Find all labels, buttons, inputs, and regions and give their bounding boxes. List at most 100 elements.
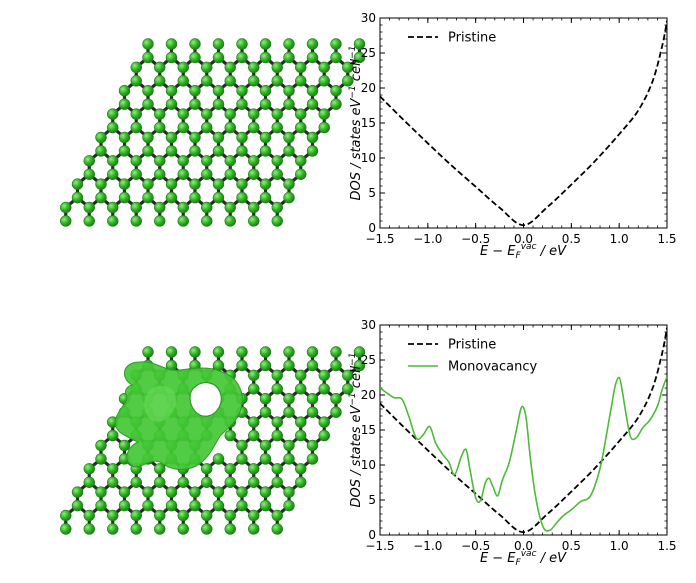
carbon-atom	[259, 499, 272, 512]
carbon-atom	[236, 499, 248, 512]
carbon-atom	[224, 168, 236, 180]
carbon-atom	[118, 98, 131, 110]
carbon-atom	[259, 85, 272, 97]
carbon-atom	[271, 75, 283, 87]
carbon-atom	[330, 85, 342, 97]
bonds	[64, 42, 362, 223]
carbon-atom	[318, 61, 330, 74]
carbon-atom	[177, 201, 189, 214]
carbon-atom	[248, 429, 260, 442]
carbon-atom	[165, 85, 178, 97]
carbon-atom	[177, 155, 189, 167]
carbon-atom	[283, 191, 295, 204]
carbon-atom	[201, 155, 213, 167]
carbon-atom	[271, 523, 283, 535]
carbon-atom	[165, 178, 178, 190]
carbon-atom	[107, 168, 119, 180]
carbon-atom	[142, 85, 154, 97]
y-tick-label: 25	[361, 46, 376, 60]
carbon-atom	[306, 131, 319, 144]
carbon-atom	[248, 108, 260, 120]
carbon-atom	[271, 383, 283, 395]
carbon-atom	[224, 509, 236, 522]
carbon-atom	[189, 499, 201, 512]
carbon-atom	[283, 85, 295, 97]
carbon-atom	[259, 178, 272, 190]
carbon-atom	[306, 98, 319, 110]
carbon-atom	[259, 38, 272, 50]
carbon-atom	[236, 439, 248, 452]
carbon-atom	[283, 145, 295, 157]
carbon-atom	[306, 51, 319, 64]
series-line-monovacancy	[380, 376, 667, 532]
carbon-atom	[95, 191, 107, 204]
carbon-atom	[283, 439, 295, 452]
y-tick-label: 15	[361, 423, 376, 437]
x-tick-label: 0.5	[562, 232, 581, 246]
carbon-atom	[271, 155, 283, 167]
carbon-atom	[107, 429, 119, 442]
carbon-atom	[224, 429, 236, 442]
carbon-atom	[248, 201, 260, 214]
carbon-atom	[259, 393, 272, 405]
carbon-atom	[342, 369, 354, 382]
carbon-atom	[248, 75, 260, 87]
carbon-atom	[224, 523, 236, 535]
carbon-atom	[83, 155, 95, 167]
carbon-atom	[107, 463, 119, 475]
y-tick-label: 0	[368, 528, 376, 542]
carbon-atom	[224, 61, 236, 74]
carbon-atom	[212, 145, 225, 157]
carbon-atom	[154, 463, 166, 475]
carbon-atom	[259, 51, 272, 64]
carbon-atom	[236, 98, 248, 110]
x-tick-label: 1.0	[610, 539, 629, 553]
carbon-atom	[259, 439, 272, 452]
carbon-atom	[236, 85, 248, 97]
carbon-atom	[306, 393, 319, 405]
carbon-atom	[130, 155, 142, 167]
carbon-atom	[189, 38, 201, 50]
carbon-atom	[71, 191, 84, 204]
carbon-atom	[189, 51, 201, 64]
carbon-atom	[224, 108, 236, 120]
carbon-atom	[154, 168, 166, 180]
y-tick-label: 15	[361, 116, 376, 130]
carbon-atom	[212, 131, 225, 144]
carbon-atom	[330, 393, 342, 405]
carbon-atom	[248, 416, 260, 428]
carbon-atom	[248, 61, 260, 74]
carbon-atom	[259, 406, 272, 418]
dos-chart-monovacancy: −1.5 −1.0 −0.5 0.0 0.5 1.0 1.5 0 5 10 15 20 25 30 Pri…	[348, 318, 677, 568]
carbon-atom	[177, 121, 189, 134]
carbon-atom	[295, 369, 307, 382]
carbon-atom	[283, 453, 295, 465]
carbon-atom	[177, 476, 189, 488]
carbon-atom	[189, 191, 201, 204]
carbon-atom	[107, 476, 119, 488]
carbon-atom	[236, 486, 248, 498]
carbon-atom	[295, 121, 307, 134]
carbon-atom	[71, 486, 84, 498]
carbon-atom	[142, 486, 154, 498]
legend-label: Monovacancy	[448, 360, 538, 375]
y-tick-label: 10	[361, 151, 376, 165]
y-tick-label: 20	[361, 81, 376, 95]
carbon-atom	[330, 38, 342, 50]
carbon-atom	[295, 476, 307, 488]
carbon-atom	[154, 523, 166, 535]
carbon-atom	[154, 155, 166, 167]
carbon-atom	[259, 191, 272, 204]
x-axis-label: E − EFvac / eV	[480, 549, 567, 568]
carbon-atom	[283, 359, 295, 372]
carbon-atom	[130, 108, 142, 120]
carbon-atom	[83, 509, 95, 522]
carbon-atom	[342, 61, 354, 74]
carbon-atom	[212, 499, 225, 512]
x-tick-label: 1.5	[657, 539, 676, 553]
carbon-atom	[259, 145, 272, 157]
carbon-atom	[154, 215, 166, 227]
y-axis-label: DOS / states eV−1 cell−1	[348, 353, 364, 508]
carbon-atom	[306, 359, 319, 372]
carbon-atom	[318, 383, 330, 395]
